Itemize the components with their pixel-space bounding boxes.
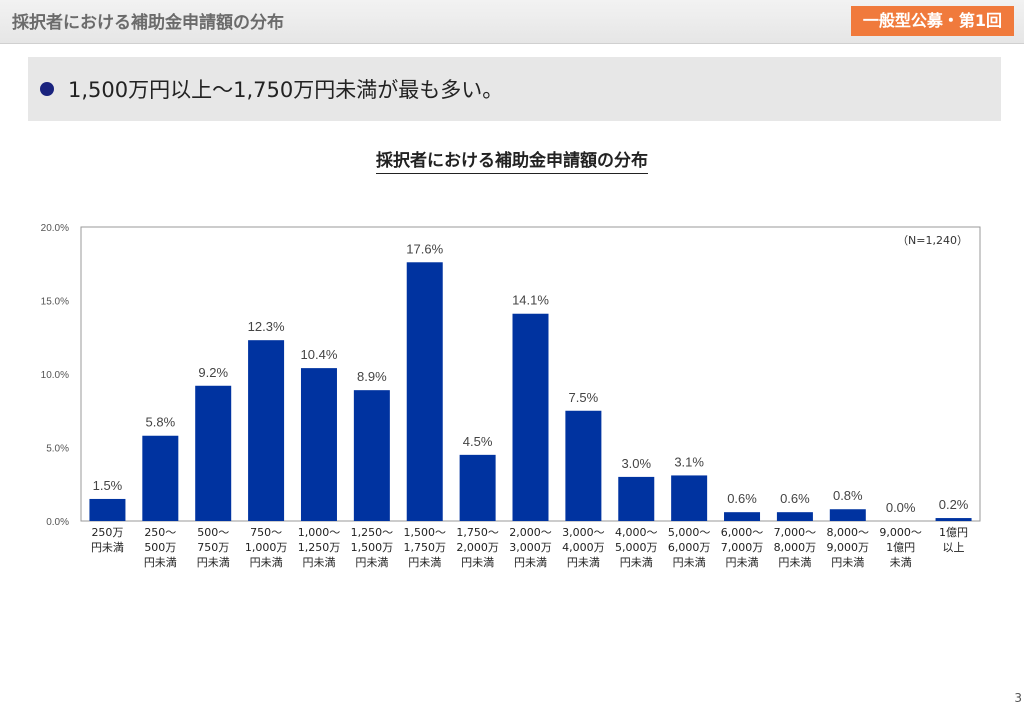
data-label: 5.8% bbox=[146, 415, 176, 430]
header-bar: 採択者における補助金申請額の分布 一般型公募・第1回 bbox=[0, 0, 1024, 44]
bar bbox=[776, 512, 813, 521]
data-label: 10.4% bbox=[301, 347, 338, 362]
x-tick-label: 4,000～ 5,000万円未満 bbox=[615, 526, 658, 569]
bar bbox=[353, 390, 390, 521]
data-label: 3.0% bbox=[621, 456, 651, 471]
bar bbox=[195, 385, 232, 521]
x-tick-label: 250万円未満 bbox=[91, 526, 124, 554]
x-tick-label: 250～ 500万円未満 bbox=[144, 526, 177, 569]
x-tick-label: 6,000～ 7,000万円未満 bbox=[721, 526, 764, 569]
x-tick-label: 9,000～ 1億円未満 bbox=[879, 526, 922, 569]
x-tick-label: 1,750～ 2,000万円未満 bbox=[456, 526, 499, 569]
bar bbox=[724, 512, 761, 521]
y-tick-label: 5.0% bbox=[46, 444, 69, 455]
x-tick-label: 2,000～ 3,000万円未満 bbox=[509, 526, 552, 569]
y-tick-label: 20.0% bbox=[41, 223, 69, 234]
x-tick-label: 3,000～ 4,000万円未満 bbox=[562, 526, 605, 569]
x-tick-label: 1,250～ 1,500万円未満 bbox=[351, 526, 394, 569]
data-label: 0.6% bbox=[727, 491, 757, 506]
bar bbox=[89, 498, 126, 521]
bar bbox=[142, 435, 179, 521]
data-label: 3.1% bbox=[674, 454, 704, 469]
data-label: 9.2% bbox=[198, 365, 228, 380]
data-label: 14.1% bbox=[512, 293, 549, 308]
data-label: 0.6% bbox=[780, 491, 810, 506]
bar bbox=[512, 313, 549, 521]
y-tick-label: 15.0% bbox=[41, 297, 69, 308]
x-tick-label: 1,000～ 1,250万円未満 bbox=[298, 526, 341, 569]
x-tick-label: 7,000～ 8,000万円未満 bbox=[774, 526, 817, 569]
data-label: 0.2% bbox=[939, 497, 969, 512]
bar bbox=[459, 454, 496, 521]
category-badge: 一般型公募・第1回 bbox=[850, 6, 1014, 36]
chart-title-text: 採択者における補助金申請額の分布 bbox=[376, 151, 648, 174]
bar bbox=[565, 410, 602, 521]
data-label: 1.5% bbox=[93, 478, 123, 493]
y-tick-label: 0.0% bbox=[46, 517, 69, 528]
bar bbox=[829, 509, 866, 521]
summary-box: 1,500万円以上～1,750万円未満が最も多い。 bbox=[28, 57, 1001, 121]
bar bbox=[618, 476, 655, 521]
summary-text: 1,500万円以上～1,750万円未満が最も多い。 bbox=[68, 78, 504, 102]
bar bbox=[248, 340, 285, 521]
data-label: 0.0% bbox=[886, 500, 916, 515]
chart-title: 採択者における補助金申請額の分布 bbox=[0, 146, 1024, 174]
bar bbox=[406, 262, 443, 521]
x-tick-label: 500～ 750万円未満 bbox=[197, 526, 230, 569]
bar bbox=[300, 368, 337, 521]
x-tick-label: 750～ 1,000万円未満 bbox=[245, 526, 288, 569]
x-tick-label: 8,000～ 9,000万円未満 bbox=[827, 526, 870, 569]
y-tick-label: 10.0% bbox=[41, 370, 69, 381]
bullet-dot-icon bbox=[40, 82, 54, 96]
data-label: 0.8% bbox=[833, 488, 863, 503]
data-label: 17.6% bbox=[406, 241, 443, 256]
page-title: 採択者における補助金申請額の分布 bbox=[12, 13, 284, 33]
data-label: 4.5% bbox=[463, 434, 493, 449]
data-label: 12.3% bbox=[248, 319, 285, 334]
bar bbox=[935, 518, 972, 521]
data-label: 7.5% bbox=[569, 390, 599, 405]
x-tick-label: 1,500～ 1,750万円未満 bbox=[403, 526, 446, 569]
x-tick-label: 5,000～ 6,000万円未満 bbox=[668, 526, 711, 569]
sample-size-annotation: （N=1,240） bbox=[897, 234, 968, 247]
page-number: 3 bbox=[1014, 691, 1022, 703]
x-tick-label: 1億円以上 bbox=[939, 526, 968, 554]
data-label: 8.9% bbox=[357, 369, 387, 384]
bar bbox=[671, 475, 708, 521]
